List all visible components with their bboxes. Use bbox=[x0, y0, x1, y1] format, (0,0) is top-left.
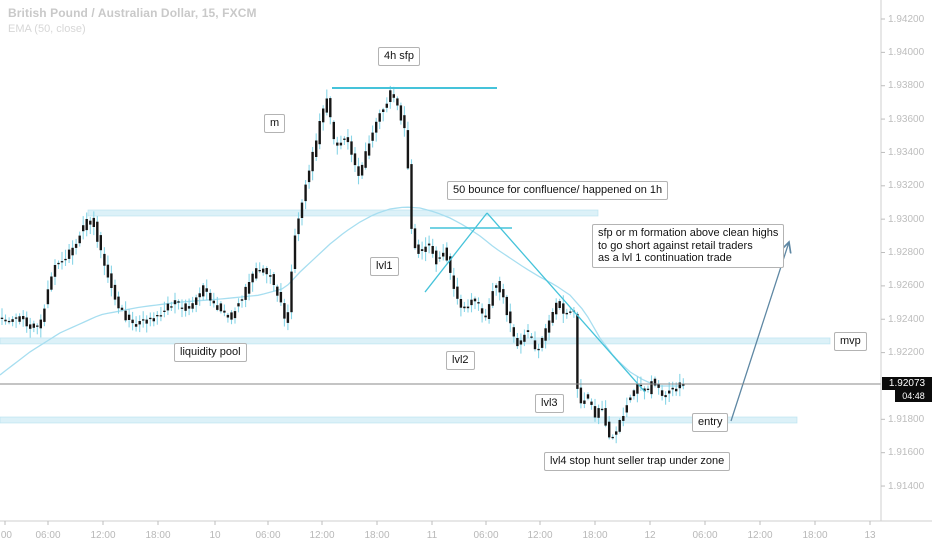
price-axis-label: 1.93400 bbox=[888, 146, 925, 158]
time-axis-label: 18:00 bbox=[364, 530, 390, 541]
liquidity-pool-zone[interactable] bbox=[0, 337, 831, 345]
time-axis-label: :00 bbox=[0, 530, 12, 541]
annotation-50-bounce[interactable]: 50 bounce for confluence/ happened on 1h bbox=[447, 181, 669, 200]
price-axis-label: 1.94000 bbox=[888, 46, 925, 58]
annotation-sfp-formation[interactable]: sfp or m formation above clean highs to … bbox=[592, 224, 785, 268]
price-axis-label: 1.91800 bbox=[888, 413, 925, 425]
breakdown-line[interactable] bbox=[486, 212, 646, 393]
resistance-zone[interactable] bbox=[87, 209, 599, 217]
time-axis-label: 12 bbox=[644, 530, 656, 541]
annotation-lvl3[interactable]: lvl3 bbox=[535, 394, 564, 413]
time-axis-label: 12:00 bbox=[747, 530, 773, 541]
time-axis-label: 18:00 bbox=[145, 530, 171, 541]
time-axis-label: 06:00 bbox=[255, 530, 281, 541]
time-axis-label: 06:00 bbox=[473, 530, 499, 541]
time-axis-label: 18:00 bbox=[802, 530, 828, 541]
price-axis-label: 1.92600 bbox=[888, 280, 925, 292]
annotation-liquidity-pool[interactable]: liquidity pool bbox=[174, 343, 247, 362]
annotation-mvp[interactable]: mvp bbox=[834, 332, 867, 351]
time-axis-label: 11 bbox=[426, 530, 438, 541]
price-axis-label: 1.92200 bbox=[888, 347, 925, 359]
annotation-entry[interactable]: entry bbox=[692, 413, 729, 432]
annotation-m[interactable]: m bbox=[264, 114, 286, 133]
time-axis-label: 18:00 bbox=[582, 530, 608, 541]
entry-zone[interactable] bbox=[0, 416, 798, 424]
time-axis-label: 13 bbox=[864, 530, 876, 541]
axis-ticks bbox=[4, 18, 885, 525]
candle-bodies bbox=[0, 90, 685, 439]
annotation-lvl4[interactable]: lvl4 stop hunt seller trap under zone bbox=[544, 452, 731, 471]
time-axis-label: 06:00 bbox=[692, 530, 718, 541]
time-axis-label: 12:00 bbox=[527, 530, 553, 541]
time-axis-label: 10 bbox=[209, 530, 221, 541]
price-axis-label: 1.92800 bbox=[888, 247, 925, 259]
price-axis-label: 1.94200 bbox=[888, 13, 925, 25]
time-axis-label: 12:00 bbox=[309, 530, 335, 541]
bar-countdown-badge: 04:48 bbox=[895, 390, 932, 402]
price-axis-label: 1.92400 bbox=[888, 313, 925, 325]
price-axis-label: 1.91600 bbox=[888, 447, 925, 459]
time-axis-label: 12:00 bbox=[90, 530, 116, 541]
annotation-lvl2[interactable]: lvl2 bbox=[446, 351, 475, 370]
price-axis-label: 1.93000 bbox=[888, 213, 925, 225]
current-price-badge: 1.92073 bbox=[882, 377, 932, 390]
projection-arrow[interactable] bbox=[730, 242, 789, 422]
price-axis-label: 1.91400 bbox=[888, 480, 925, 492]
price-axis-label: 1.93600 bbox=[888, 113, 925, 125]
annotation-lvl1[interactable]: lvl1 bbox=[370, 257, 399, 276]
zones bbox=[0, 209, 831, 424]
price-axis-label: 1.93200 bbox=[888, 180, 925, 192]
annotation-4h-sfp[interactable]: 4h sfp bbox=[378, 47, 420, 66]
ema-50-line[interactable] bbox=[0, 206, 684, 387]
price-axis-label: 1.93800 bbox=[888, 80, 925, 92]
time-axis-label: 06:00 bbox=[35, 530, 61, 541]
triangle-up-line[interactable] bbox=[424, 212, 488, 293]
